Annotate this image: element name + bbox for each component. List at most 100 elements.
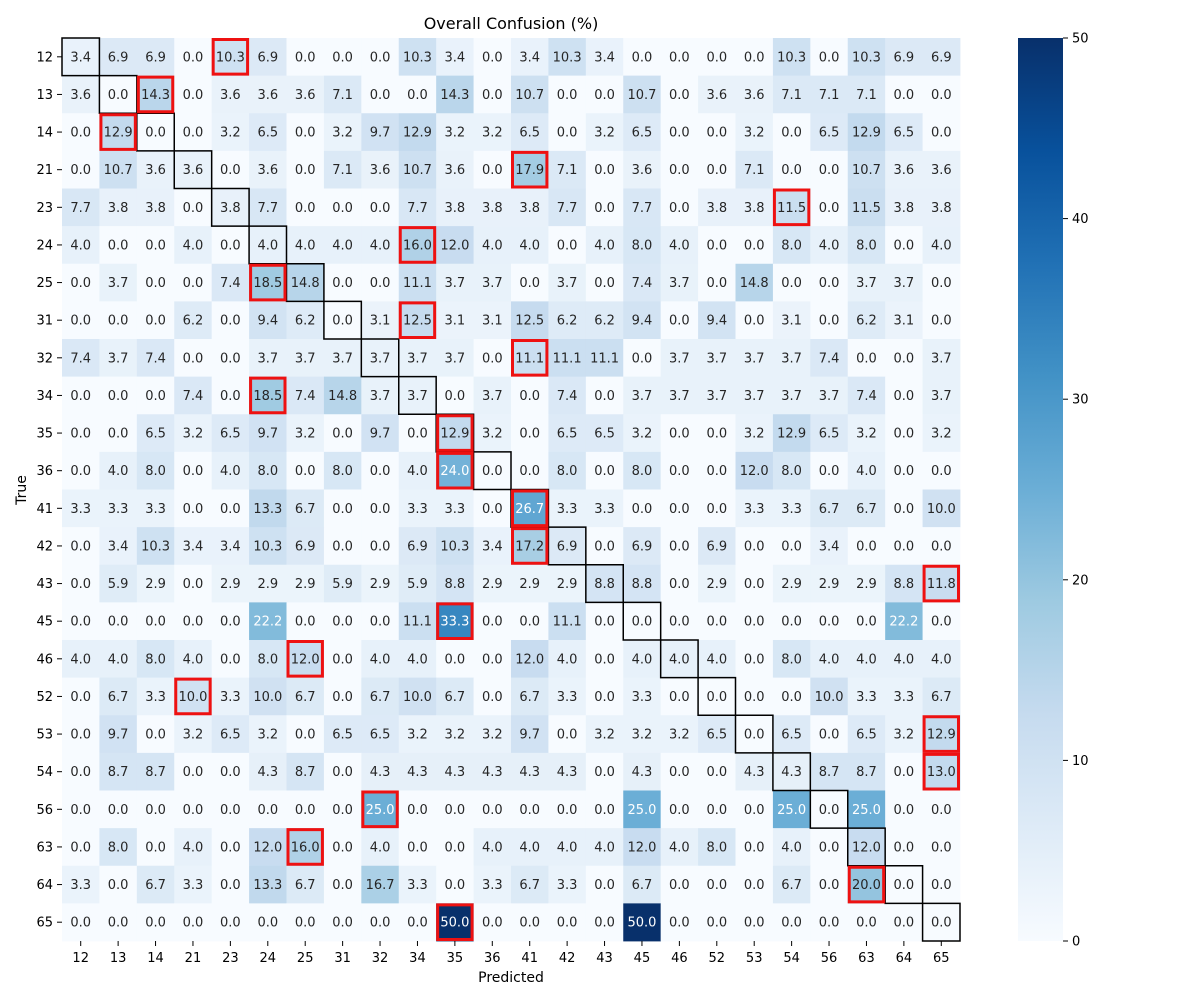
heatmap-cell [922, 150, 961, 189]
heatmap-cell [922, 790, 961, 829]
heatmap-cell [772, 715, 811, 754]
cell-value-label: 0.0 [557, 126, 578, 141]
heatmap-cell [211, 451, 250, 490]
cell-value-label: 0.0 [482, 916, 503, 931]
heatmap-cell [436, 715, 474, 754]
heatmap-cell [62, 828, 100, 867]
heatmap-cell [174, 715, 213, 754]
cell-value-label: 3.3 [894, 690, 915, 705]
cell-value-label: 3.8 [931, 201, 952, 216]
cell-value-label: 12.0 [253, 840, 282, 855]
cell-value-label: 0.0 [594, 690, 615, 705]
heatmap-cell [735, 188, 774, 227]
cell-value-label: 3.2 [295, 427, 316, 442]
cell-value-label: 0.0 [70, 916, 91, 931]
heatmap-cell [772, 451, 811, 490]
cell-value-label: 8.0 [781, 464, 802, 479]
heatmap-cell [286, 640, 325, 679]
cell-value-label: 0.0 [370, 50, 391, 65]
heatmap-cell [548, 640, 587, 679]
heatmap-cell [361, 226, 400, 265]
cell-value-label: 0.0 [519, 803, 540, 818]
heatmap-cell [847, 376, 886, 415]
cell-value-label: 4.0 [220, 464, 241, 479]
heatmap-cell [249, 790, 287, 829]
heatmap-cell [885, 828, 923, 867]
cell-value-label: 0.0 [295, 201, 316, 216]
heatmap-cell [249, 640, 287, 679]
cell-value-label: 0.0 [557, 238, 578, 253]
heatmap-cell [62, 226, 100, 265]
cell-value-label: 0.0 [706, 916, 727, 931]
cell-value-label: 0.0 [931, 840, 952, 855]
cell-value-label: 0.0 [594, 539, 615, 554]
cell-value-label: 3.7 [819, 389, 840, 404]
cell-value-label: 0.0 [370, 502, 391, 517]
cell-value-label: 10.3 [253, 539, 282, 554]
cell-value-label: 0.0 [669, 427, 690, 442]
heatmap-cell [361, 301, 400, 340]
cell-value-label: 3.6 [894, 163, 915, 178]
heatmap-cell [772, 752, 811, 791]
cell-value-label: 3.3 [183, 878, 204, 893]
heatmap-cell [511, 790, 549, 829]
heatmap-cell [62, 263, 100, 302]
cell-value-label: 3.4 [819, 539, 840, 554]
heatmap-cell [922, 677, 961, 716]
heatmap-cell [660, 828, 699, 867]
heatmap-cell [249, 414, 287, 453]
heatmap-cell [772, 903, 811, 942]
cell-value-label: 12.9 [852, 126, 881, 141]
y-tick-label: 45 [36, 615, 53, 630]
heatmap-cell [735, 75, 774, 114]
cell-value-label: 3.3 [145, 690, 166, 705]
heatmap-cell [62, 527, 100, 566]
heatmap-cell [136, 715, 175, 754]
heatmap-cell [323, 828, 362, 867]
y-tick-label: 65 [36, 916, 53, 931]
heatmap-cell [361, 527, 400, 566]
heatmap-cell [398, 790, 437, 829]
heatmap-cell [211, 752, 250, 791]
heatmap-cell [735, 489, 774, 528]
cell-value-label: 0.0 [781, 916, 802, 931]
heatmap-cell [922, 527, 961, 566]
cell-value-label: 3.3 [145, 502, 166, 517]
heatmap-cell [174, 903, 213, 942]
heatmap-cell [623, 752, 662, 791]
cell-value-label: 0.0 [370, 276, 391, 291]
cell-value-label: 4.3 [445, 765, 466, 780]
heatmap-cell [136, 602, 175, 641]
heatmap-cell [99, 828, 138, 867]
cell-value-label: 7.4 [632, 276, 653, 291]
heatmap-cell [922, 226, 961, 265]
heatmap-cell [323, 376, 362, 415]
cell-value-label: 3.7 [706, 351, 727, 366]
cell-value-label: 12.9 [403, 126, 432, 141]
heatmap-cell [922, 828, 961, 867]
heatmap-cell [286, 790, 325, 829]
cell-value-label: 20.0 [852, 878, 881, 893]
heatmap-cell [286, 263, 325, 302]
cell-value-label: 0.0 [332, 276, 353, 291]
y-tick-label: 53 [36, 728, 53, 743]
colorbar-tick-label: 50 [1072, 32, 1089, 47]
heatmap-cell [548, 564, 587, 603]
heatmap-cell [810, 828, 849, 867]
heatmap-cell [698, 489, 736, 528]
x-tick-label: 42 [559, 951, 576, 966]
heatmap-cell [810, 75, 849, 114]
cell-value-label: 0.0 [295, 464, 316, 479]
cell-value-label: 7.7 [257, 201, 278, 216]
heatmap-cell [436, 339, 474, 378]
cell-value-label: 0.0 [220, 615, 241, 630]
cell-value-label: 4.0 [819, 238, 840, 253]
cell-value-label: 6.5 [145, 427, 166, 442]
cell-value-label: 0.0 [744, 878, 765, 893]
cell-value-label: 0.0 [931, 314, 952, 329]
cell-value-label: 12.9 [440, 427, 469, 442]
heatmap-cell [885, 564, 923, 603]
cell-value-label: 3.7 [781, 351, 802, 366]
cell-value-label: 0.0 [370, 916, 391, 931]
